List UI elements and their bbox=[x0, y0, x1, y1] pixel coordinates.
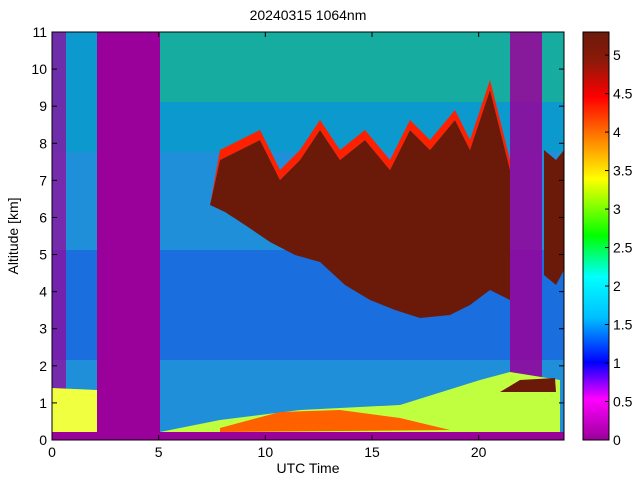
y-tick-label: 7 bbox=[39, 172, 47, 188]
colorbar-tick-label: 2.5 bbox=[613, 240, 633, 256]
y-tick-label: 4 bbox=[39, 284, 47, 300]
y-axis-label: Altitude [km] bbox=[5, 197, 21, 274]
colorbar: 0 0.5 1 1.5 2 2.5 3 3.5 4 4.5 5 bbox=[582, 31, 633, 448]
y-tick-label: 3 bbox=[39, 321, 47, 337]
y-tick-label: 1 bbox=[39, 395, 47, 411]
y-tick-label: 10 bbox=[31, 61, 47, 77]
colorbar-ticks: 0 0.5 1 1.5 2 2.5 3 3.5 4 4.5 5 bbox=[605, 47, 633, 448]
aerosol-red-layer bbox=[220, 410, 450, 432]
y-tick-label: 0 bbox=[39, 432, 47, 448]
cloud-right bbox=[544, 150, 564, 285]
plot-frame bbox=[51, 31, 565, 441]
colorbar-tick-label: 2 bbox=[613, 278, 621, 294]
y-tick-label: 11 bbox=[32, 24, 47, 40]
y-tick-label: 2 bbox=[39, 358, 47, 374]
cloud-layer bbox=[210, 90, 510, 318]
y-tick-label: 8 bbox=[39, 135, 47, 151]
data-gap-1 bbox=[97, 32, 160, 440]
colorbar-tick-label: 4.5 bbox=[613, 86, 633, 102]
chart-title: 20240315 1064nm bbox=[250, 7, 367, 23]
colorbar-tick-label: 1 bbox=[613, 355, 621, 371]
y-tick-label: 5 bbox=[39, 247, 47, 263]
ground-strip bbox=[52, 432, 564, 440]
colorbar-tick-label: 0 bbox=[613, 432, 621, 448]
x-axis-label: UTC Time bbox=[277, 460, 340, 476]
y-tick-label: 6 bbox=[39, 209, 47, 225]
x-tick-label: 0 bbox=[48, 444, 56, 460]
colorbar-tick-label: 5 bbox=[613, 47, 621, 63]
plot-area bbox=[52, 32, 564, 440]
colorbar-tick-label: 4 bbox=[613, 124, 621, 140]
x-tick-label: 10 bbox=[258, 444, 274, 460]
colorbar-tick-label: 3 bbox=[613, 201, 621, 217]
x-tick-label: 15 bbox=[364, 444, 380, 460]
x-tick-label: 5 bbox=[155, 444, 163, 460]
boundary-layer-2 bbox=[160, 372, 560, 432]
data-gap-left-edge bbox=[52, 32, 66, 440]
x-tick-label: 20 bbox=[471, 444, 487, 460]
data-gap-2 bbox=[510, 32, 542, 440]
upper-noise-green bbox=[160, 32, 564, 102]
colorbar-tick-label: 0.5 bbox=[613, 394, 633, 410]
cloud-red-edge bbox=[210, 80, 510, 205]
y-tick-label: 9 bbox=[39, 98, 47, 114]
y-axis: 0 1 2 3 4 5 6 7 8 9 10 11 bbox=[31, 24, 564, 448]
colorbar-tick-label: 3.5 bbox=[613, 163, 633, 179]
colorbar-gradient bbox=[582, 31, 610, 441]
boundary-layer bbox=[52, 388, 97, 432]
x-axis: 0 5 10 15 20 bbox=[48, 32, 487, 460]
colorbar-tick-label: 1.5 bbox=[613, 317, 633, 333]
aerosol-dark-layer bbox=[500, 378, 556, 392]
